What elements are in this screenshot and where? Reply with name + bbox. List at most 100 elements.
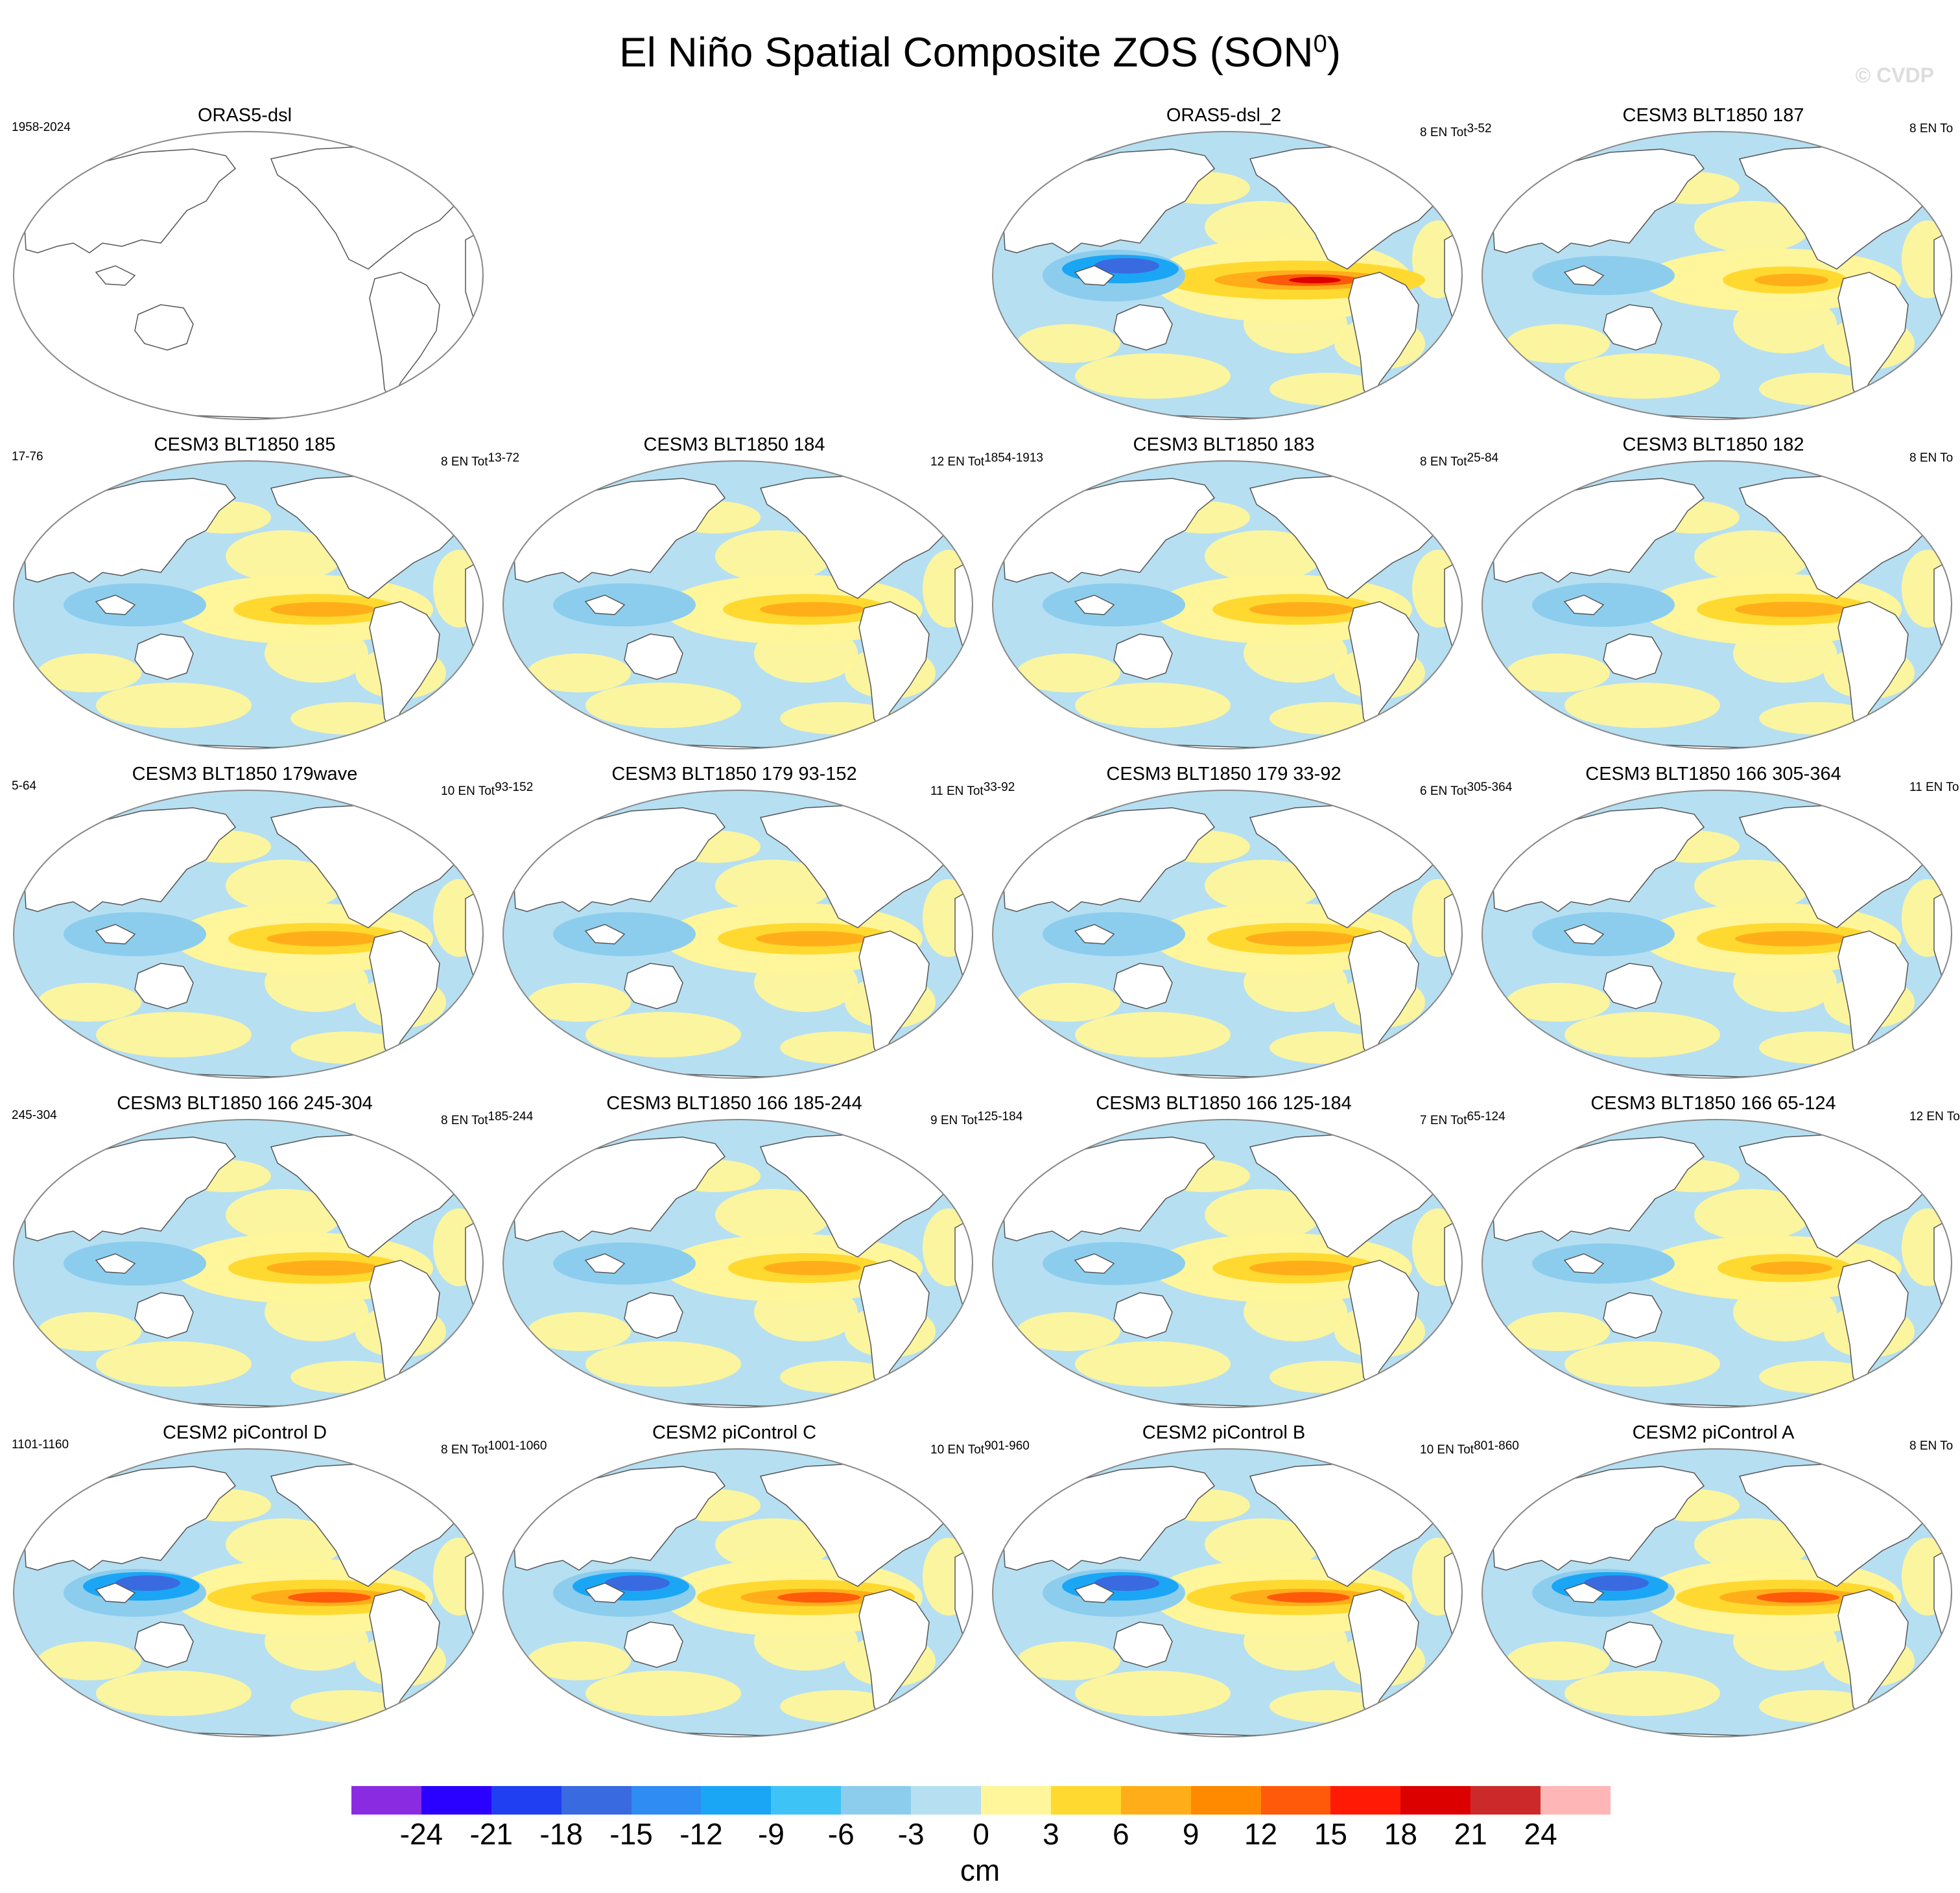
weak-anomaly-patch xyxy=(1694,530,1811,582)
warm-tongue-strong xyxy=(1249,602,1354,617)
panel-event-count: 10 EN Tot801-860 xyxy=(1420,1439,1519,1457)
panel-event-count: 12 EN To xyxy=(1909,1110,1960,1123)
weak-anomaly-patch xyxy=(1017,324,1120,363)
weak-anomaly-patch xyxy=(1694,1189,1811,1241)
colorbar-tick-label: 6 xyxy=(1112,1817,1129,1851)
australia-landmass xyxy=(1603,963,1662,1009)
globe-map xyxy=(1482,1448,1952,1737)
south-america-landmass xyxy=(1837,601,1909,733)
panel-title: CESM2 piControl A xyxy=(1632,1422,1795,1443)
weak-anomaly-patch xyxy=(1017,653,1120,692)
map-panel: CESM3 BLT1850 182 8 EN To xyxy=(1469,433,1958,760)
australia-landmass xyxy=(134,304,194,351)
globe-map xyxy=(992,790,1463,1079)
warm-tongue-core xyxy=(777,1592,860,1603)
colorbar-swatch xyxy=(1120,1786,1191,1815)
west-pacific-negative-core xyxy=(1094,258,1159,274)
weak-anomaly-patch xyxy=(1564,1341,1720,1387)
south-america-landmass xyxy=(369,272,440,403)
weak-anomaly-patch xyxy=(1017,1641,1120,1680)
panel-title: CESM3 BLT1850 183 xyxy=(1133,434,1315,455)
south-america-landmass xyxy=(1348,272,1419,403)
warm-tongue-core xyxy=(1756,1592,1839,1603)
weak-anomaly-patch xyxy=(1205,1189,1321,1241)
map-panel: CESM2 piControl B 10 EN Tot801-860 xyxy=(979,1421,1519,1748)
globe-outline xyxy=(502,1448,973,1737)
globe-map xyxy=(13,1119,484,1408)
weak-anomaly-patch xyxy=(96,683,252,728)
colorbar-swatch xyxy=(421,1786,491,1815)
colorbar-units: cm xyxy=(960,1853,1000,1887)
south-america-landmass xyxy=(1837,272,1909,403)
colorbar-swatch xyxy=(351,1786,421,1815)
weak-anomaly-patch xyxy=(527,1312,631,1351)
panel-title: CESM3 BLT1850 166 185-244 xyxy=(606,1093,862,1114)
maritime-continent xyxy=(1074,1253,1115,1274)
maritime-continent xyxy=(584,594,626,615)
maritime-continent xyxy=(95,1582,136,1603)
globe-outline xyxy=(992,1119,1463,1408)
map-panel: CESM3 BLT1850 179wave 5-64 10 EN Tot93-152 xyxy=(0,762,533,1090)
globe-map xyxy=(502,1119,973,1408)
maritime-continent xyxy=(1563,924,1605,945)
globe-map xyxy=(1482,790,1952,1079)
colorbar-swatch xyxy=(1330,1786,1401,1815)
panel-event-count: 11 EN To xyxy=(1909,781,1959,794)
globe-outline xyxy=(1482,1119,1952,1408)
map-panel: CESM3 BLT1850 185 17-76 8 EN Tot13-72 xyxy=(0,433,519,760)
australia-landmass xyxy=(134,1292,194,1339)
warm-tongue-strong xyxy=(270,602,375,617)
australia-landmass xyxy=(624,963,683,1009)
map-panel: ORAS5-dsl 1958-2024 xyxy=(0,104,490,431)
south-america-landmass xyxy=(369,930,440,1062)
australia-landmass xyxy=(624,633,683,680)
weak-anomaly-patch xyxy=(1564,353,1720,399)
globe-map xyxy=(992,1119,1463,1408)
globe-outline xyxy=(13,131,484,420)
warm-tongue-strong xyxy=(1246,931,1358,946)
weak-anomaly-patch xyxy=(1075,1671,1231,1716)
colorbar-tick-label: -24 xyxy=(399,1817,443,1851)
map-panel: CESM3 BLT1850 166 245-304 245-304 8 EN Tot… xyxy=(0,1092,533,1419)
globe-outline xyxy=(502,460,973,749)
warm-tongue-strong xyxy=(756,931,869,946)
weak-anomaly-patch xyxy=(715,1518,832,1570)
south-america-landmass xyxy=(858,601,930,733)
maritime-continent xyxy=(584,1582,626,1603)
weak-anomaly-patch xyxy=(1506,324,1610,363)
globe-map xyxy=(13,460,484,749)
weak-anomaly-patch xyxy=(527,1641,631,1680)
globe-outline xyxy=(1482,131,1952,420)
map-panel: CESM3 BLT1850 187 8 EN To xyxy=(1469,104,1958,431)
weak-anomaly-patch xyxy=(527,653,631,692)
globe-outline xyxy=(502,790,973,1079)
colorbar-tick-label: 0 xyxy=(973,1817,989,1851)
weak-anomaly-patch xyxy=(96,1671,252,1716)
maritime-continent xyxy=(1074,1582,1115,1603)
colorbar-tick-label: 3 xyxy=(1043,1817,1059,1851)
weak-anomaly-patch xyxy=(1564,683,1720,728)
colorbar-ticks: -24 -21 -18 -15 -12 -9 -6 -3 0 3 6 9 12 15 18 21 24 xyxy=(351,1817,1611,1855)
warm-tongue-strong xyxy=(1735,931,1848,946)
weak-anomaly-patch xyxy=(1506,1312,1610,1351)
colorbar-swatch xyxy=(981,1786,1051,1815)
globe-outline xyxy=(13,790,484,1079)
globe-outline xyxy=(13,1448,484,1737)
cvdp-watermark: © CVDP xyxy=(1855,64,1934,87)
warm-tongue-strong xyxy=(764,1261,861,1275)
colorbar-swatch xyxy=(1470,1786,1541,1815)
weak-anomaly-patch xyxy=(1205,1518,1321,1570)
globe-outline xyxy=(992,131,1463,420)
panel-years: 1958-2024 xyxy=(12,121,71,134)
weak-anomaly-patch xyxy=(38,983,141,1022)
weak-anomaly-patch xyxy=(1506,983,1610,1022)
panel-title: CESM2 piControl C xyxy=(652,1422,817,1443)
globe-map xyxy=(502,1448,973,1737)
map-panel: CESM3 BLT1850 179 33-92 6 EN Tot305-364 xyxy=(979,762,1512,1090)
panel-event-count: 8 EN Tot25-84 xyxy=(1420,451,1499,469)
globe-outline xyxy=(1482,1448,1952,1737)
weak-anomaly-patch xyxy=(38,653,141,692)
weak-anomaly-patch xyxy=(1564,1671,1720,1716)
panel-event-count: 8 EN Tot185-244 xyxy=(441,1110,534,1127)
globe-outline xyxy=(13,1119,484,1408)
